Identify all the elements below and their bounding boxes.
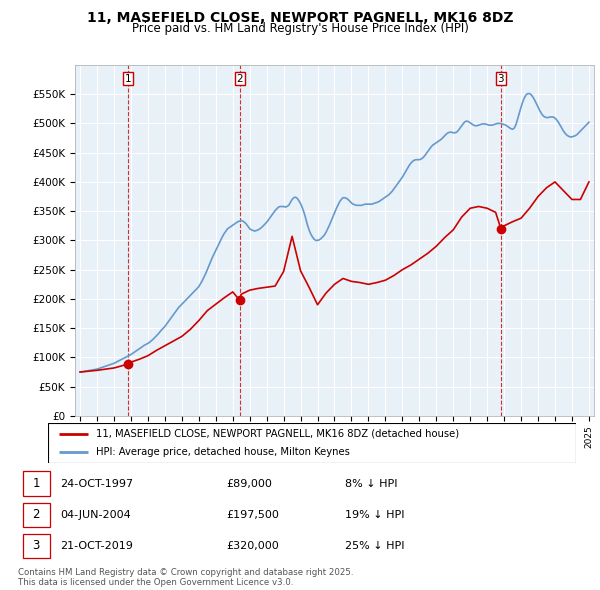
Text: 11, MASEFIELD CLOSE, NEWPORT PAGNELL, MK16 8DZ: 11, MASEFIELD CLOSE, NEWPORT PAGNELL, MK… [87, 11, 513, 25]
Text: 21-OCT-2019: 21-OCT-2019 [60, 541, 133, 551]
Text: 3: 3 [32, 539, 40, 552]
Bar [23, 471, 50, 496]
Text: 11, MASEFIELD CLOSE, NEWPORT PAGNELL, MK16 8DZ (detached house): 11, MASEFIELD CLOSE, NEWPORT PAGNELL, MK… [95, 429, 458, 439]
Text: 1: 1 [32, 477, 40, 490]
Text: 8% ↓ HPI: 8% ↓ HPI [345, 478, 398, 489]
Text: £89,000: £89,000 [227, 478, 272, 489]
Bar [23, 503, 50, 527]
Text: 25% ↓ HPI: 25% ↓ HPI [345, 541, 404, 551]
Text: 1: 1 [124, 74, 131, 84]
Text: 2: 2 [236, 74, 243, 84]
Text: Price paid vs. HM Land Registry's House Price Index (HPI): Price paid vs. HM Land Registry's House … [131, 22, 469, 35]
Text: 19% ↓ HPI: 19% ↓ HPI [345, 510, 404, 520]
Text: 2: 2 [32, 508, 40, 522]
Text: £197,500: £197,500 [227, 510, 280, 520]
Text: £320,000: £320,000 [227, 541, 280, 551]
Text: HPI: Average price, detached house, Milton Keynes: HPI: Average price, detached house, Milt… [95, 447, 349, 457]
Text: 04-JUN-2004: 04-JUN-2004 [60, 510, 131, 520]
Text: 24-OCT-1997: 24-OCT-1997 [60, 478, 133, 489]
Text: Contains HM Land Registry data © Crown copyright and database right 2025.
This d: Contains HM Land Registry data © Crown c… [18, 568, 353, 587]
Text: 3: 3 [497, 74, 504, 84]
Bar [23, 534, 50, 558]
